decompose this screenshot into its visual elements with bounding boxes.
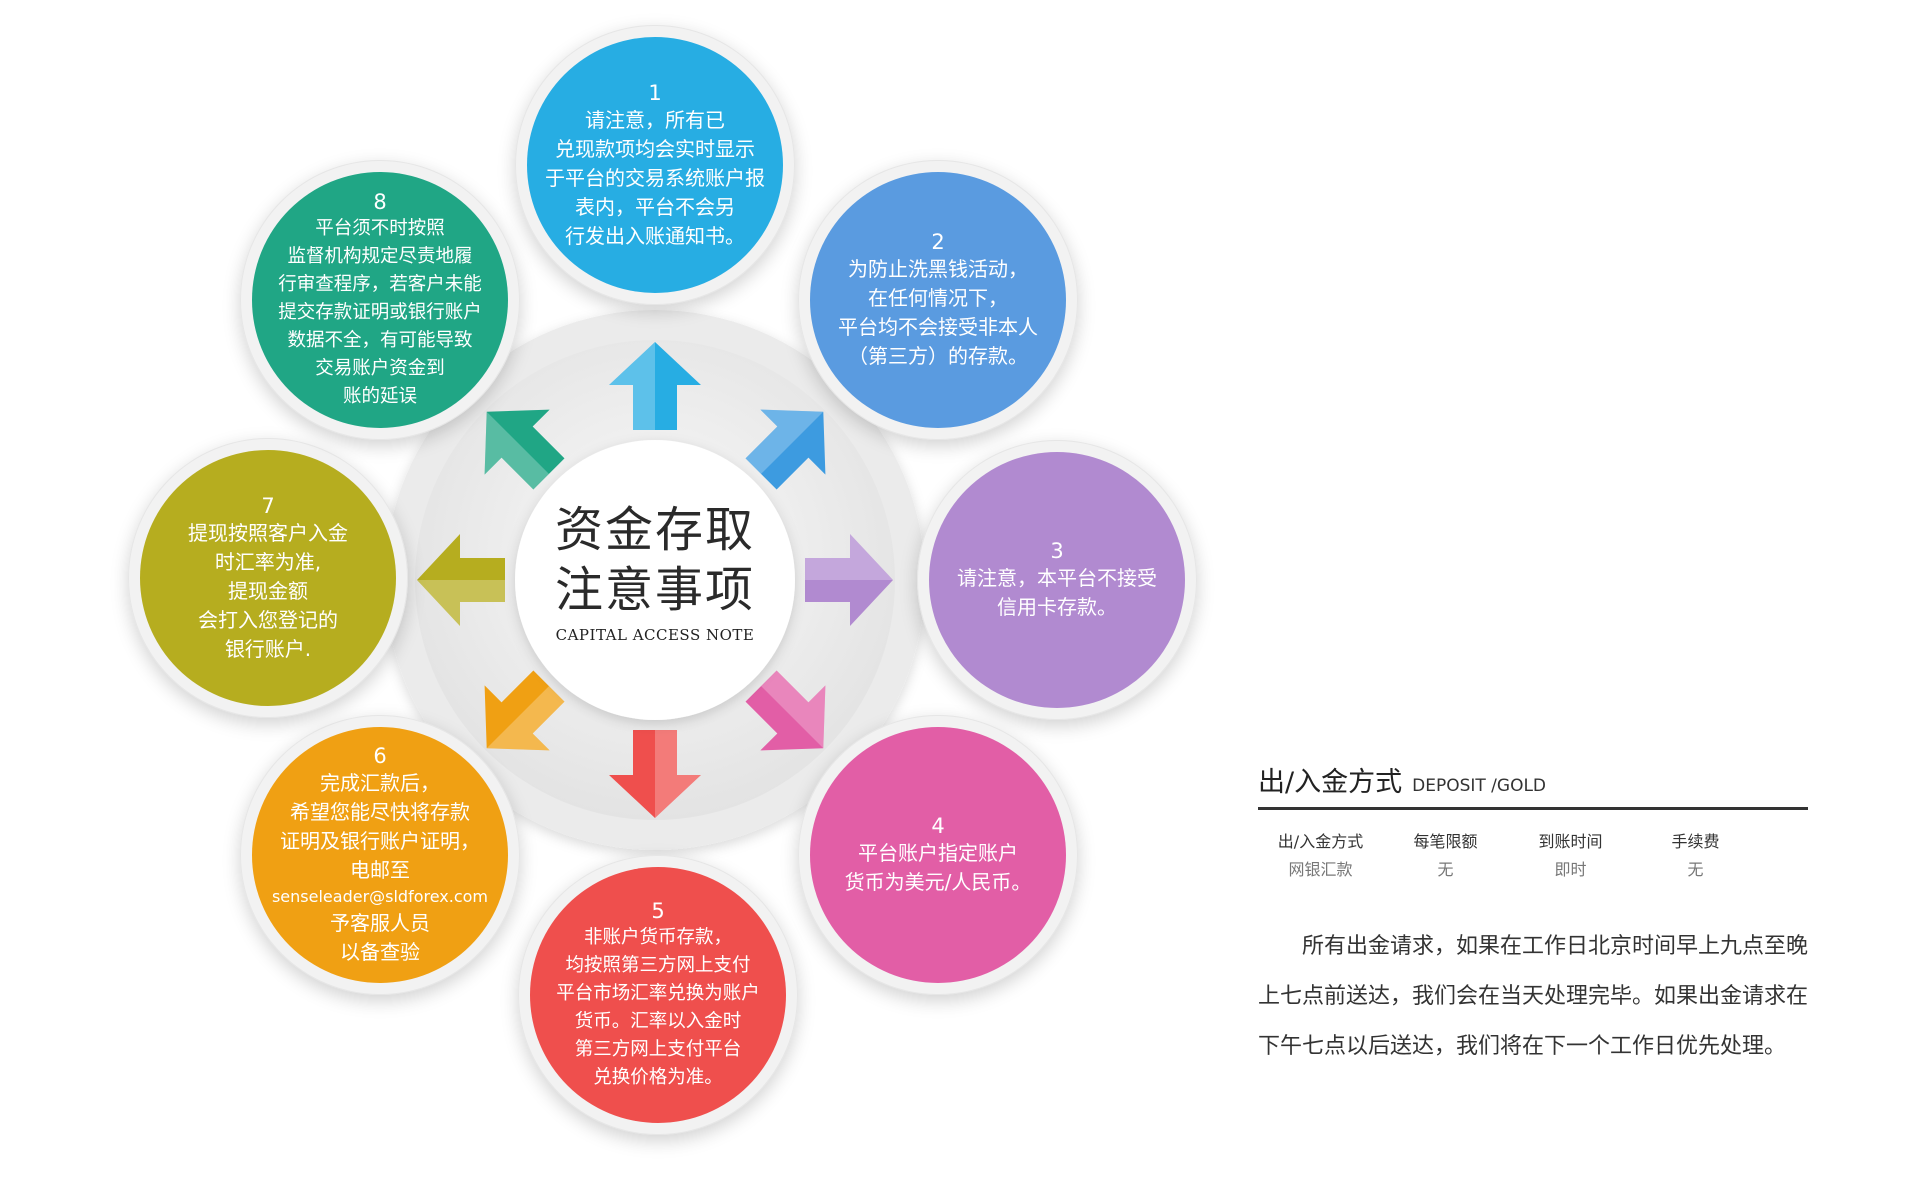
note-bubble-6: 6 完成汇款后， 希望您能尽快将存款 证明及银行账户证明， 电邮至 senselea… — [240, 715, 520, 995]
table-cell: 无 — [1437, 860, 1454, 879]
note-text: 提现按照客户入金 时汇率为准, 提现金额 会打入您登记的 银行账户. — [188, 520, 348, 661]
arrow-3 — [805, 534, 893, 626]
withdrawal-policy-text: 所有出金请求，如果在工作日北京时间早上九点至晚上七点前送达，我们会在当天处理完毕… — [1258, 934, 1809, 1059]
note-text: 非账户货币存款， 均按照第三方网上支付 平台市场汇率兑换为账户 货币。汇率以入金… — [556, 927, 760, 1088]
note-text: 请注意，本平台不接受 信用卡存款。 — [957, 566, 1157, 619]
note-number: 4 — [931, 814, 945, 838]
hub-graphic — [385, 310, 925, 850]
note-text: 完成汇款后， 希望您能尽快将存款 证明及银行账户证明， 电邮至 — [280, 771, 480, 882]
note-email: senseleader@sldforex.com — [271, 887, 489, 906]
note-text: 请注意，所有已 兑现款项均会实时显示 于平台的交易系统账户报 表内，平台不会另 … — [545, 107, 765, 248]
arrow-7 — [417, 534, 505, 626]
note-bubble-2: 2 为防止洗黑钱活动， 在任何情况下， 平台均不会接受非本人 （第三方）的存款。 — [798, 160, 1078, 440]
note-number: 1 — [648, 80, 662, 105]
table-header-cell: 出/入金方式 — [1277, 832, 1364, 851]
deposit-method-table: 出/入金方式 每笔限额 到账时间 手续费 网银汇款 无 即时 无 — [1258, 828, 1808, 884]
center-subtitle: CAPITAL ACCESS NOTE — [555, 626, 755, 644]
arrow-8 — [484, 409, 565, 490]
table-cell: 网银汇款 — [1288, 860, 1353, 879]
table-cell: 无 — [1687, 860, 1704, 879]
note-text-continued: 予客服人员 以备查验 — [330, 911, 430, 964]
note-bubble-1: 1 请注意，所有已 兑现款项均会实时显示 于平台的交易系统账户报 表内，平台不会另… — [515, 25, 795, 305]
note-bubble-face: 7 提现按照客户入金 时汇率为准, 提现金额 会打入您登记的 银行账户. — [140, 450, 396, 706]
arrow-shape — [745, 409, 826, 490]
note-bubble-face: 6 完成汇款后， 希望您能尽快将存款 证明及银行账户证明， 电邮至 senselea… — [252, 727, 508, 983]
arrow-highlight — [805, 534, 893, 580]
arrow-highlight — [609, 342, 655, 430]
arrow-highlight — [761, 670, 826, 749]
arrow-4 — [745, 670, 826, 751]
arrow-shape — [745, 670, 826, 751]
arrow-highlight — [484, 411, 549, 490]
note-number: 5 — [651, 899, 665, 923]
arrow-shape — [609, 730, 701, 818]
arrow-shape — [609, 342, 701, 430]
arrow-shape — [417, 534, 505, 626]
table-header-cell: 每笔限额 — [1413, 832, 1478, 851]
info-title: 出/入金方式 — [1258, 767, 1403, 798]
deposit-info-panel: 出/入金方式 DEPOSIT /GOLD 出/入金方式 每笔限额 到账时间 手续… — [1258, 760, 1808, 1072]
note-bubble-face: 3 请注意，本平台不接受 信用卡存款。 — [929, 452, 1185, 708]
note-number: 6 — [373, 744, 387, 768]
arrow-2 — [745, 409, 826, 490]
arrow-shape — [484, 670, 565, 751]
note-bubble-face: 1 请注意，所有已 兑现款项均会实时显示 于平台的交易系统账户报 表内，平台不会另… — [527, 37, 783, 293]
note-bubble-5: 5 非账户货币存款， 均按照第三方网上支付 平台市场汇率兑换为账户 货币。汇率以入… — [518, 855, 798, 1135]
table-cell: 即时 — [1554, 860, 1587, 879]
note-text: 平台账户指定账户 货币为美元/人民币。 — [844, 841, 1032, 894]
note-bubble-face: 8 平台须不时按照 监督机构规定尽责地履 行审查程序，若客户未能 提交存款证明或银… — [252, 172, 508, 428]
note-text: 平台须不时按照 监督机构规定尽责地履 行审查程序，若客户未能 提交存款证明或银行… — [278, 218, 482, 407]
note-bubble-4: 4 平台账户指定账户 货币为美元/人民币。 — [798, 715, 1078, 995]
arrow-shape — [484, 409, 565, 490]
info-title-en: DEPOSIT /GOLD — [1412, 776, 1547, 796]
arrow-highlight — [745, 409, 824, 474]
note-number: 3 — [1050, 539, 1064, 563]
center-title: 资金存取 注意事项 CAPITAL ACCESS NOTE — [520, 500, 790, 644]
table-header-row: 出/入金方式 每笔限额 到账时间 手续费 — [1258, 828, 1808, 856]
note-bubble-3: 3 请注意，本平台不接受 信用卡存款。 — [917, 440, 1197, 720]
info-header: 出/入金方式 DEPOSIT /GOLD — [1258, 760, 1808, 810]
hub-center — [515, 440, 795, 720]
arrow-6 — [484, 670, 565, 751]
note-bubble-8: 8 平台须不时按照 监督机构规定尽责地履 行审查程序，若客户未能 提交存款证明或银… — [240, 160, 520, 440]
note-bubble-7: 7 提现按照客户入金 时汇率为准, 提现金额 会打入您登记的 银行账户. — [128, 438, 408, 718]
note-bubble-face: 5 非账户货币存款， 均按照第三方网上支付 平台市场汇率兑换为账户 货币。汇率以入… — [530, 867, 786, 1123]
capital-access-diagram: 1 请注意，所有已 兑现款项均会实时显示 于平台的交易系统账户报 表内，平台不会另… — [128, 25, 1197, 1135]
note-bubble-face: 4 平台账户指定账户 货币为美元/人民币。 — [810, 727, 1066, 983]
table-header-cell: 手续费 — [1671, 832, 1720, 851]
center-title-line1: 资金存取 — [554, 502, 755, 558]
center-title-line2: 注意事项 — [554, 562, 755, 618]
note-number: 8 — [373, 190, 387, 214]
arrow-highlight — [655, 730, 701, 818]
arrow-1 — [609, 342, 701, 430]
arrow-group — [417, 342, 893, 818]
note-bubble-face: 2 为防止洗黑钱活动， 在任何情况下， 平台均不会接受非本人 （第三方）的存款。 — [810, 172, 1066, 428]
table-header-cell: 到账时间 — [1538, 832, 1603, 851]
arrow-highlight — [486, 686, 565, 751]
note-number: 2 — [931, 230, 945, 254]
note-text: 为防止洗黑钱活动， 在任何情况下， 平台均不会接受非本人 （第三方）的存款。 — [838, 257, 1038, 368]
note-number: 7 — [261, 493, 275, 518]
table-row: 网银汇款 无 即时 无 — [1258, 856, 1808, 884]
arrow-highlight — [417, 580, 505, 626]
arrow-shape — [805, 534, 893, 626]
arrow-5 — [609, 730, 701, 818]
